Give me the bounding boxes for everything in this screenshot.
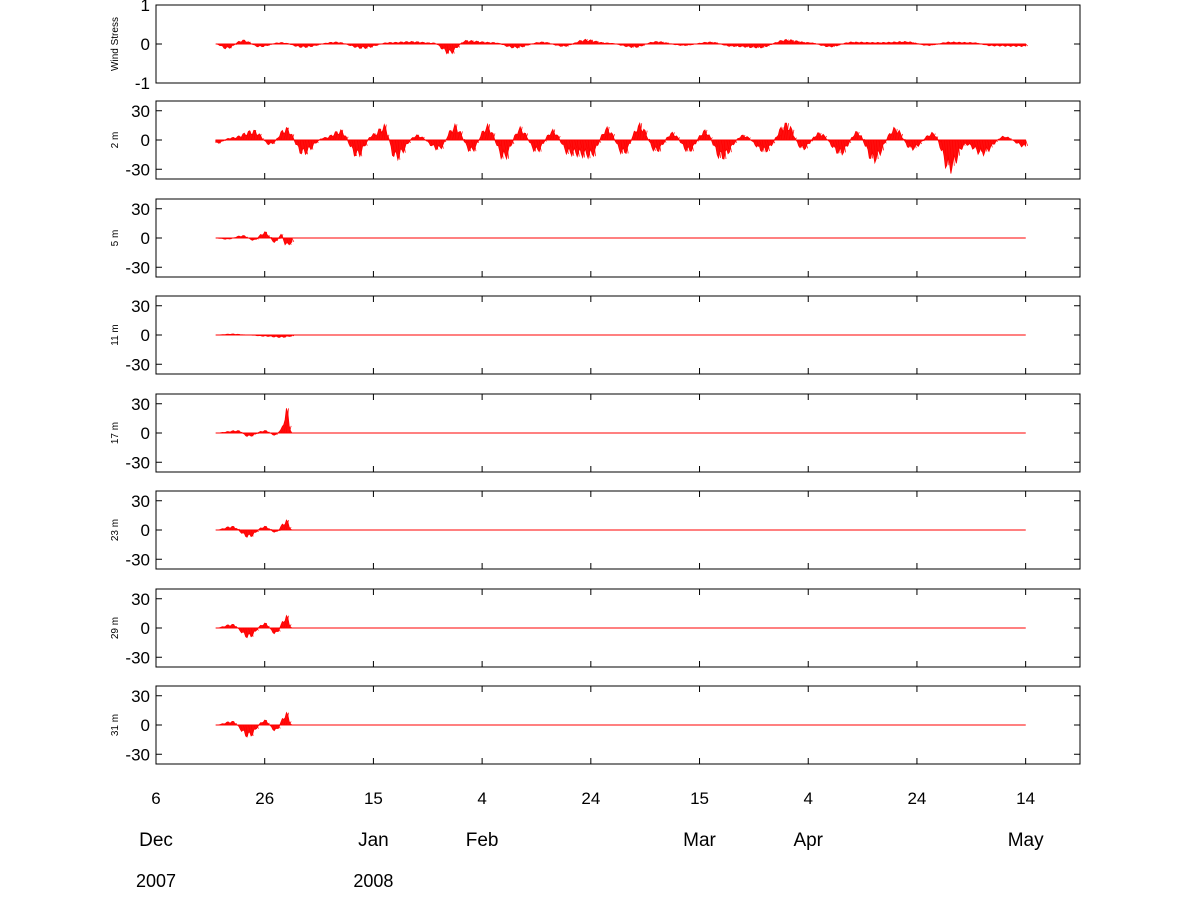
series-fill-panel-4: [216, 408, 292, 436]
panel-ylabel: 11 m: [110, 324, 121, 346]
ytick-label: 0: [141, 424, 150, 443]
ytick-label: 30: [131, 200, 150, 219]
month-label: Jan: [358, 830, 389, 851]
month-label: Feb: [466, 830, 499, 851]
ytick-label: 0: [141, 35, 150, 54]
xtick-label: 15: [690, 789, 709, 808]
series-fill-panel-6: [216, 616, 292, 638]
ytick-label: -30: [125, 648, 150, 667]
year-label: 2007: [136, 871, 176, 891]
ytick-label: -30: [125, 258, 150, 277]
panel-ylabel: Wind Stress: [110, 17, 121, 71]
xtick-label: 6: [151, 789, 160, 808]
xtick-label: 15: [364, 789, 383, 808]
ytick-label: 0: [141, 619, 150, 638]
panel-ylabel: 2 m: [110, 132, 121, 149]
ytick-label: -1: [135, 74, 150, 93]
ytick-label: 1: [141, 0, 150, 15]
month-label: May: [1008, 830, 1044, 851]
ytick-label: -30: [125, 745, 150, 764]
xtick-label: 26: [255, 789, 274, 808]
xtick-label: 24: [581, 789, 600, 808]
panel-ylabel: 23 m: [110, 519, 121, 541]
year-label: 2008: [353, 871, 393, 891]
ytick-label: 0: [141, 716, 150, 735]
ytick-label: 30: [131, 590, 150, 609]
ytick-label: 30: [131, 297, 150, 316]
ytick-label: 30: [131, 395, 150, 414]
month-label: Dec: [139, 830, 173, 851]
ytick-label: -30: [125, 453, 150, 472]
ytick-label: 0: [141, 326, 150, 345]
ytick-label: 0: [141, 131, 150, 150]
series-fill-panel-1: [216, 123, 1026, 173]
panel-ylabel: 29 m: [110, 617, 121, 639]
ytick-label: -30: [125, 550, 150, 569]
panel-ylabel: 31 m: [110, 714, 121, 736]
ytick-label: 0: [141, 229, 150, 248]
ytick-label: -30: [125, 160, 150, 179]
ytick-label: 0: [141, 521, 150, 540]
panel-ylabel: 5 m: [110, 230, 121, 247]
ytick-label: 30: [131, 687, 150, 706]
xtick-label: 24: [907, 789, 926, 808]
ytick-label: 30: [131, 102, 150, 121]
xtick-label: 4: [477, 789, 486, 808]
ytick-label: -30: [125, 355, 150, 374]
panel-ylabel: 17 m: [110, 422, 121, 444]
series-fill-panel-5: [216, 520, 292, 537]
month-label: Apr: [793, 830, 823, 851]
series-fill-panel-0: [216, 39, 1026, 53]
xtick-label: 4: [804, 789, 813, 808]
month-label: Mar: [683, 830, 716, 851]
ytick-label: 30: [131, 492, 150, 511]
xtick-label: 14: [1016, 789, 1035, 808]
